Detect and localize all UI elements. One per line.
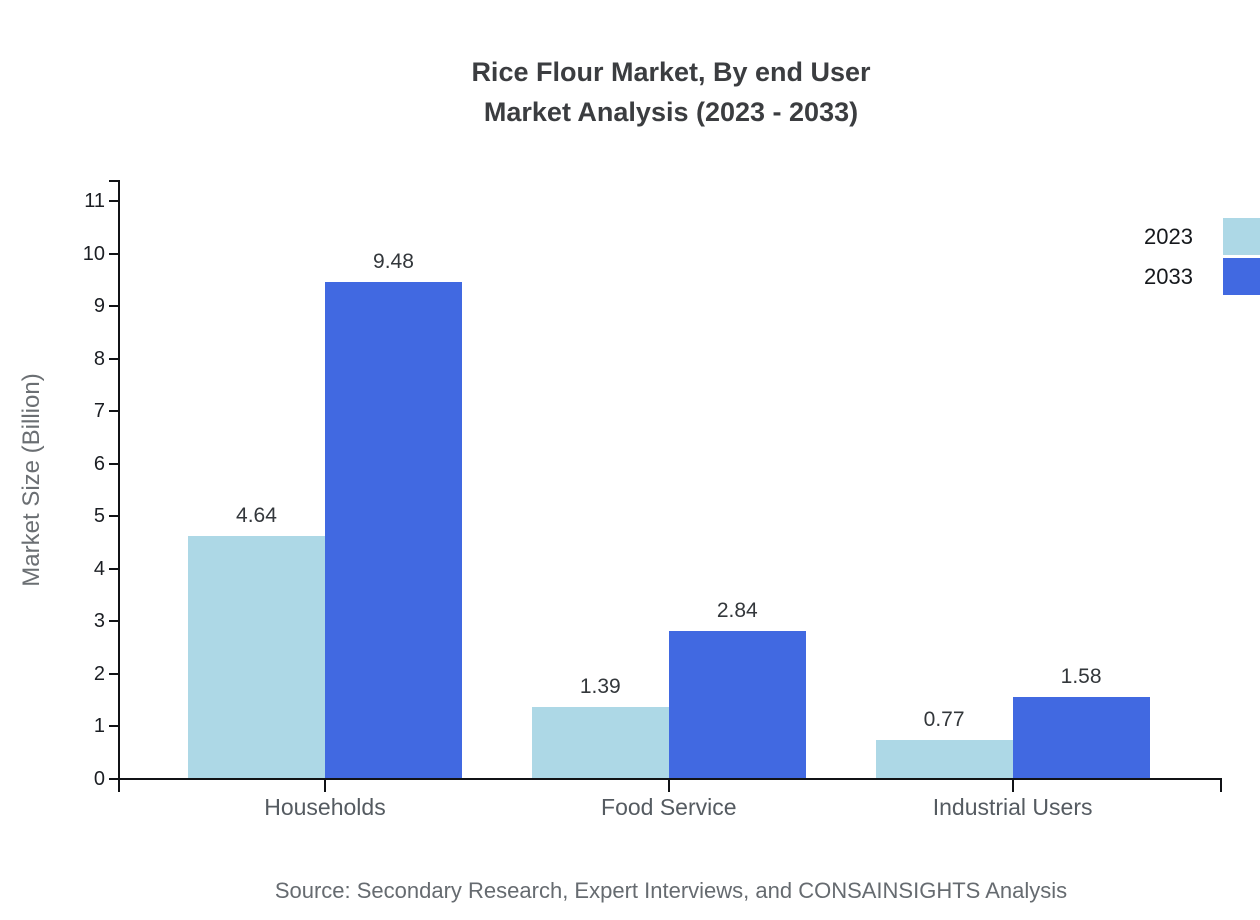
- y-tick-label: 5: [93, 505, 105, 528]
- y-tick-label: 10: [82, 242, 105, 265]
- y-tick-mark: [109, 357, 118, 360]
- y-tick-mark: [109, 778, 118, 780]
- x-tick-mark: [1011, 780, 1014, 792]
- chart-legend: 2023 2033: [1144, 218, 1260, 295]
- bar-value-label: 2.84: [716, 598, 758, 622]
- legend-label: 2023: [1144, 223, 1193, 249]
- chart-title-line1: Rice Flour Market, By end User: [471, 57, 871, 87]
- y-tick-label: 8: [93, 347, 105, 370]
- chart-title: Rice Flour Market, By end User Market An…: [120, 52, 1222, 132]
- y-tick-mark: [109, 672, 118, 675]
- chart-title-line2: Market Analysis (2023 - 2033): [483, 97, 859, 127]
- legend-label: 2033: [1144, 263, 1193, 289]
- y-axis-spine: [118, 180, 120, 792]
- y-tick-label: 9: [93, 295, 105, 318]
- x-tick-mark: [323, 780, 326, 792]
- legend-swatch: [1223, 258, 1260, 295]
- y-tick-label: 4: [93, 557, 105, 580]
- x-category-label: Industrial Users: [932, 794, 1093, 820]
- y-tick-mark: [109, 200, 118, 202]
- y-tick-label: 6: [93, 452, 105, 475]
- y-tick-label: 11: [84, 190, 105, 212]
- y-tick-label: 2: [93, 662, 105, 685]
- bar-2023-industrial-users: [875, 739, 1013, 778]
- bar-2033-industrial-users: [1012, 696, 1150, 778]
- x-axis-spine: [118, 778, 1222, 780]
- y-tick-label: 1: [93, 715, 105, 738]
- x-category-label: Households: [264, 794, 386, 820]
- y-tick-mark: [109, 305, 118, 308]
- x-tick-mark: [667, 780, 670, 792]
- y-tick-mark: [109, 252, 118, 255]
- y-tick-mark: [109, 567, 118, 570]
- y-tick-mark: [109, 462, 118, 465]
- bar-2023-food-service: [531, 706, 669, 778]
- legend-item-2033: 2033: [1144, 258, 1260, 295]
- y-tick-label: 7: [93, 400, 105, 423]
- y-tick-label: 3: [93, 610, 105, 633]
- y-tick-mark: [109, 515, 118, 518]
- y-tick-mark: [109, 725, 118, 728]
- bar-value-label: 1.58: [1060, 664, 1102, 688]
- bar-2033-households: [324, 281, 462, 778]
- x-axis-end-tick: [1220, 780, 1222, 792]
- y-tick-mark: [109, 620, 118, 623]
- bar-value-label: 0.77: [923, 707, 965, 731]
- bar-value-label: 1.39: [579, 674, 621, 698]
- legend-swatch: [1223, 218, 1260, 255]
- legend-item-2023: 2023: [1144, 218, 1260, 255]
- bar-value-label: 4.64: [236, 504, 277, 528]
- y-axis-end-tick: [109, 180, 118, 182]
- y-tick-label: 0: [93, 768, 105, 790]
- y-tick-mark: [109, 410, 118, 413]
- bar-value-label: 9.48: [373, 249, 414, 273]
- source-note: Source: Secondary Research, Expert Inter…: [274, 878, 1068, 903]
- bar-2033-food-service: [668, 630, 806, 778]
- bar-2023-households: [187, 536, 325, 778]
- x-category-label: Food Service: [601, 794, 737, 820]
